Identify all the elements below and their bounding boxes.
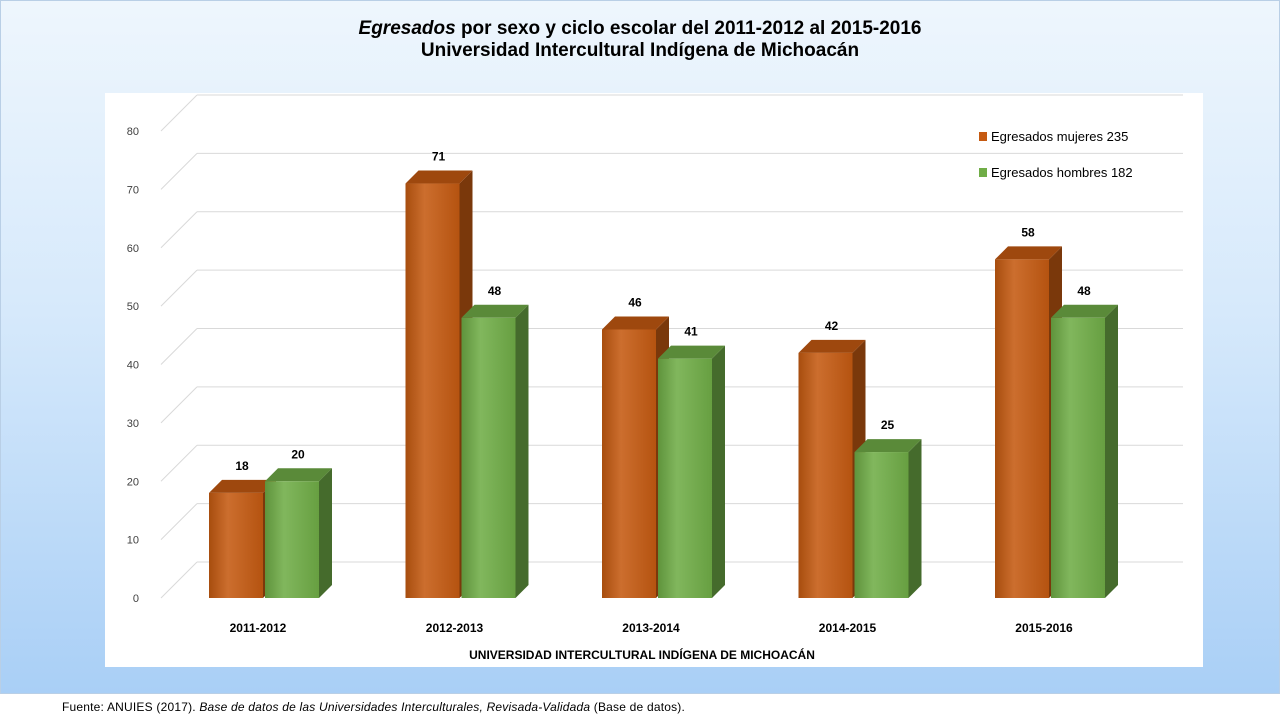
bar-top	[461, 304, 529, 318]
gridline-side	[160, 503, 198, 540]
bar	[405, 183, 460, 598]
bar-side	[515, 304, 529, 598]
chart-title: Egresados por sexo y ciclo escolar del 2…	[0, 18, 1280, 62]
bar	[995, 259, 1049, 598]
y-tick-label: 0	[133, 593, 139, 605]
gridline-side	[160, 386, 198, 424]
data-label: 58	[1021, 225, 1035, 239]
data-label: 71	[432, 150, 446, 164]
x-tick-label: 2015-2016	[1015, 621, 1073, 635]
data-label: 18	[235, 459, 249, 473]
bar	[798, 352, 853, 598]
y-tick-label: 10	[127, 535, 139, 547]
legend-swatch	[979, 168, 987, 177]
bar-top	[658, 345, 725, 359]
bar	[1051, 317, 1105, 598]
gridline-side	[160, 269, 198, 307]
bar-side	[908, 439, 922, 598]
bar-top	[854, 439, 922, 453]
x-tick-label: 2014-2015	[819, 621, 877, 635]
legend-label: Egresados mujeres 235	[991, 129, 1128, 144]
y-tick-label: 40	[127, 360, 139, 372]
gridline-side	[160, 328, 198, 365]
chart-svg: 0 10 20 30 40 50 60 70 80 18 20 71 48 46 41 42 25 58 48 201…	[127, 94, 1183, 662]
x-tick-label: 2012-2013	[426, 621, 484, 635]
chart-title-line1: Egresados por sexo y ciclo escolar del 2…	[0, 18, 1280, 40]
bar-top	[265, 468, 332, 482]
source-suffix: (Base de datos).	[590, 700, 686, 714]
gridline-side	[160, 561, 198, 599]
y-tick-label: 80	[127, 126, 139, 138]
bar	[602, 329, 656, 598]
bar-side	[712, 345, 725, 598]
bar-top	[798, 339, 866, 353]
gridline-side	[160, 211, 198, 249]
data-label: 41	[684, 325, 698, 339]
bar-top	[405, 170, 473, 184]
data-label: 42	[825, 319, 839, 333]
bar-top	[209, 479, 276, 493]
y-tick-label: 50	[127, 301, 139, 313]
bar-top	[1051, 304, 1118, 318]
gridline-side	[160, 153, 198, 190]
data-label: 25	[881, 418, 895, 432]
bar-top	[995, 246, 1062, 260]
bar-top	[602, 316, 669, 330]
bar	[854, 452, 909, 598]
bar	[209, 492, 263, 598]
plot-area: 0 10 20 30 40 50 60 70 80 18 20 71 48 46 41 42 25 58 48 201…	[105, 93, 1203, 667]
source-title: Base de datos de las Universidades Inter…	[199, 700, 591, 714]
x-tick-label: 2013-2014	[622, 621, 680, 635]
y-tick-label: 20	[127, 476, 139, 488]
y-tick-label: 60	[127, 243, 139, 255]
x-axis-title: UNIVERSIDAD INTERCULTURAL INDÍGENA DE MI…	[469, 647, 815, 662]
gridline-side	[160, 444, 198, 482]
y-tick-label: 70	[127, 184, 139, 196]
data-label: 48	[488, 284, 502, 298]
bar-side	[1105, 304, 1118, 598]
data-label: 48	[1077, 284, 1091, 298]
source-note: Fuente: ANUIES (2017). Base de datos de …	[62, 700, 685, 714]
legend-swatch	[979, 132, 987, 141]
legend-label: Egresados hombres 182	[991, 165, 1133, 180]
chart-subtitle: Universidad Intercultural Indígena de Mi…	[420, 40, 860, 61]
y-tick-label: 30	[127, 418, 139, 430]
bar-side	[319, 468, 332, 598]
x-tick-label: 2011-2012	[230, 621, 287, 635]
data-label: 46	[628, 295, 642, 309]
source-prefix: Fuente: ANUIES (2017).	[62, 700, 200, 714]
bar	[658, 358, 712, 598]
data-label: 20	[291, 447, 305, 461]
chart-title-rest: por sexo y ciclo escolar del 2011-2012 a…	[455, 18, 922, 39]
gridline-side	[160, 94, 198, 132]
chart-title-italic: Egresados	[358, 18, 456, 39]
bar	[461, 317, 516, 598]
bar	[265, 481, 319, 598]
